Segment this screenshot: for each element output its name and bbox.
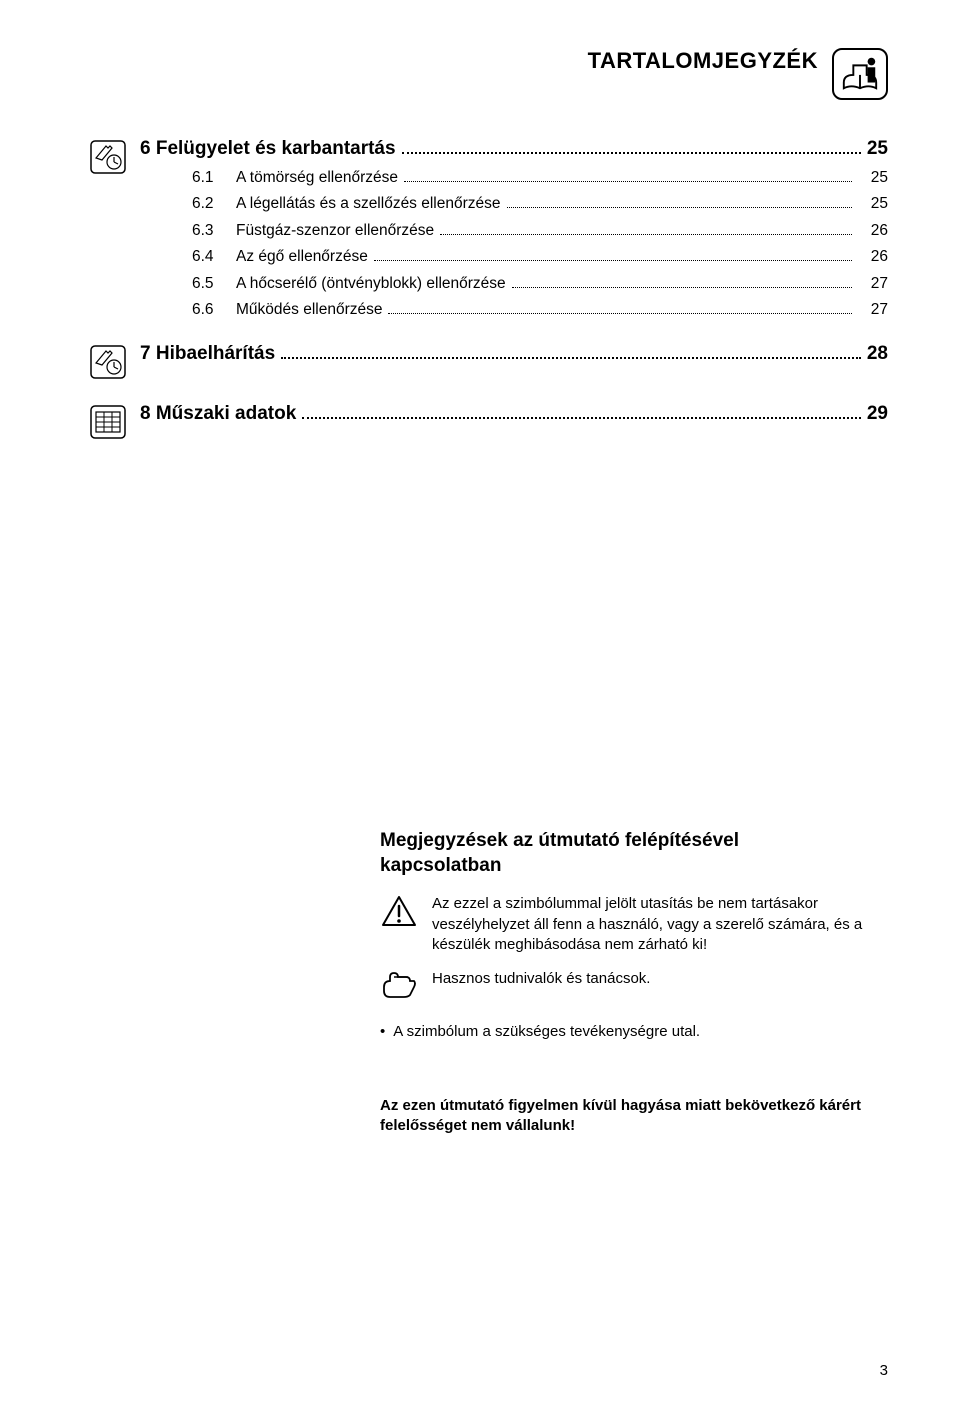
bullet-icon: • [380, 1023, 385, 1040]
notes-title-line1: Megjegyzések az útmutató felépítésével [380, 830, 739, 851]
toc-sub-title: Az égő ellenőrzése [236, 248, 368, 266]
toc-sub-page: 25 [858, 169, 888, 187]
toc-sub-num: 6.6 [192, 301, 236, 319]
bullet-note: • A szimbólum a szükséges tevékenységre … [380, 1023, 880, 1040]
notes-title-line2: kapcsolatban [380, 855, 501, 876]
leader-dots [302, 403, 861, 419]
toc-heading: 6 Felügyelet és karbantartás 25 [140, 138, 888, 160]
leader-dots [404, 166, 852, 182]
toc-sub-title: A légellátás és a szellőzés ellenőrzése [236, 195, 501, 213]
notes-block: Megjegyzések az útmutató felépítésével k… [380, 829, 880, 1137]
toc-title: 8 Műszaki adatok [140, 403, 296, 425]
warning-text: Az ezzel a szimbólummal jelölt utasítás … [432, 894, 880, 955]
leader-dots [512, 272, 852, 288]
tip-note: Hasznos tudnivalók és tanácsok. [380, 969, 880, 1001]
toc-heading: 8 Műszaki adatok 29 [140, 403, 888, 425]
warning-note: Az ezzel a szimbólummal jelölt utasítás … [380, 894, 880, 955]
table-icon [90, 405, 128, 439]
info-icon [832, 48, 888, 100]
toc-sub-title: Füstgáz-szenzor ellenőrzése [236, 222, 434, 240]
notes-title: Megjegyzések az útmutató felépítésével k… [380, 829, 880, 878]
toc-sub-page: 26 [858, 248, 888, 266]
toc-title: 6 Felügyelet és karbantartás [140, 138, 396, 160]
toc-sub-title: Működés ellenőrzése [236, 301, 382, 319]
toc-sub: 6.2 A légellátás és a szellőzés ellenőrz… [192, 193, 888, 214]
toc-page: 29 [867, 403, 888, 425]
maintenance-icon [90, 140, 128, 174]
toc-sub-page: 26 [858, 222, 888, 240]
toc-sub: 6.1 A tömörség ellenőrzése 25 [192, 166, 888, 187]
leader-dots [440, 219, 852, 235]
toc-sub-num: 6.1 [192, 169, 236, 187]
toc-section-6: 6 Felügyelet és karbantartás 25 6.1 A tö… [90, 138, 888, 319]
toc-page: 25 [867, 138, 888, 160]
toc-title: 7 Hibaelhárítás [140, 343, 275, 365]
disclaimer: Az ezen útmutató figyelmen kívül hagyása… [380, 1096, 880, 1137]
leader-dots [388, 299, 852, 315]
toc-sub-page: 27 [858, 275, 888, 293]
warning-icon [380, 894, 420, 930]
toc-section-8: 8 Műszaki adatok 29 [90, 403, 888, 439]
header: TARTALOMJEGYZÉK [90, 48, 888, 100]
toc-sub-num: 6.4 [192, 248, 236, 266]
toc-sub-title: A tömörség ellenőrzése [236, 169, 398, 187]
toc-heading: 7 Hibaelhárítás 28 [140, 343, 888, 365]
toc-sub: 6.5 A hőcserélő (öntvényblokk) ellenőrzé… [192, 272, 888, 293]
toc-sub-title: A hőcserélő (öntvényblokk) ellenőrzése [236, 275, 506, 293]
toc-sub: 6.3 Füstgáz-szenzor ellenőrzése 26 [192, 219, 888, 240]
leader-dots [402, 138, 861, 154]
hand-icon [380, 969, 420, 1001]
leader-dots [281, 343, 861, 359]
page-title: TARTALOMJEGYZÉK [588, 48, 818, 74]
toc-sub-num: 6.2 [192, 195, 236, 213]
toc-sub: 6.6 Működés ellenőrzése 27 [192, 299, 888, 320]
leader-dots [507, 193, 852, 209]
toc-sub-page: 27 [858, 301, 888, 319]
toc-section-7: 7 Hibaelhárítás 28 [90, 343, 888, 379]
maintenance-icon [90, 345, 128, 379]
leader-dots [374, 246, 852, 262]
toc-sub-num: 6.5 [192, 275, 236, 293]
tip-text: Hasznos tudnivalók és tanácsok. [432, 969, 650, 989]
bullet-text: A szimbólum a szükséges tevékenységre ut… [393, 1023, 700, 1040]
toc-sub-page: 25 [858, 195, 888, 213]
page-number: 3 [880, 1362, 888, 1379]
toc-sub: 6.4 Az égő ellenőrzése 26 [192, 246, 888, 267]
toc-page: 28 [867, 343, 888, 365]
toc-sub-num: 6.3 [192, 222, 236, 240]
